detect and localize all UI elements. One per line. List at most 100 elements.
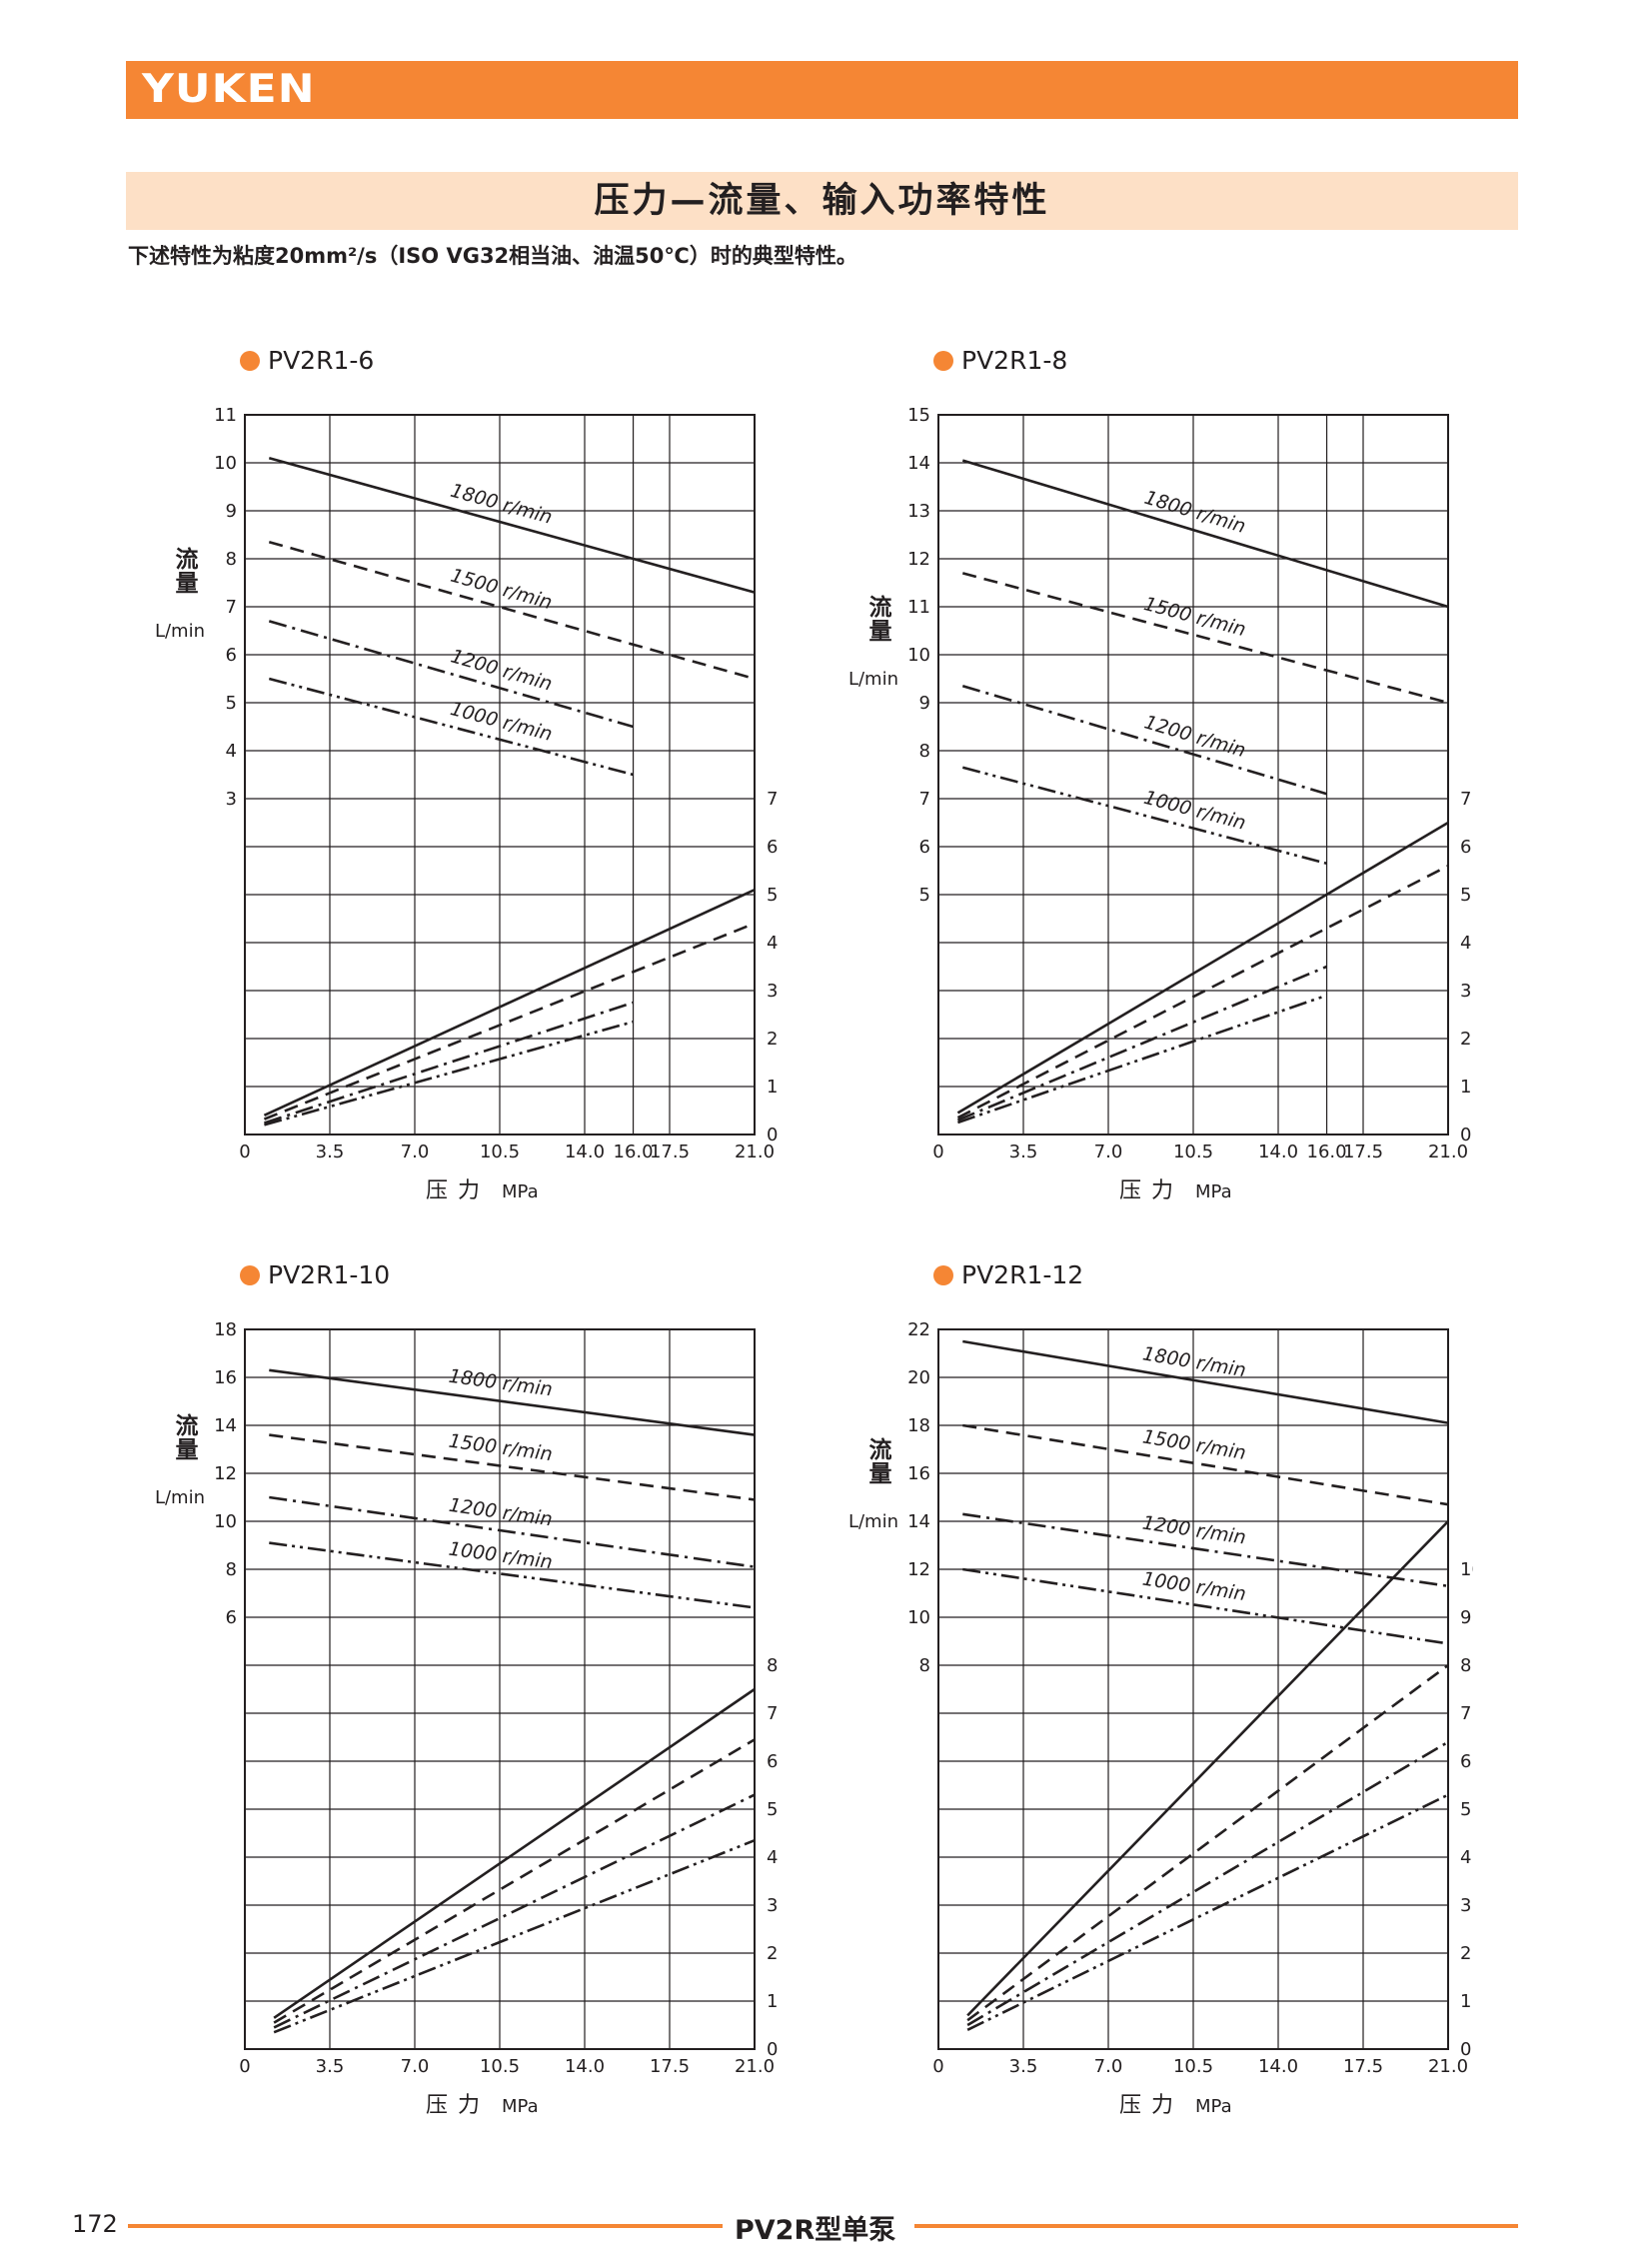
flow-series-line (961, 459, 1449, 609)
x-tick-label: 14.0 (1258, 2056, 1298, 2077)
flow-tick-label: 5 (226, 693, 237, 714)
x-tick-label: 7.0 (401, 2056, 430, 2077)
flow-tick-label: 11 (907, 597, 930, 618)
power-tick-label: 6 (767, 837, 778, 858)
flow-tick-label: 3 (226, 789, 237, 810)
plot-frame (937, 1328, 1449, 2050)
chart-pv2r1-12: PV2R1-12 0 3.5 7.0 10.5 14.0 17.5 21.0 8 10 12 14 16… (833, 1254, 1473, 2154)
x-tick-label: 10.5 (1173, 1141, 1213, 1162)
x-tick-label: 21.0 (735, 2056, 775, 2077)
power-tick-label: 5 (767, 885, 778, 906)
flow-tick-label: 16 (907, 1463, 930, 1484)
pressure-axis-unit: MPa (502, 1181, 539, 1202)
plot-frame (244, 414, 756, 1135)
x-tick-label: 0 (932, 2056, 943, 2077)
x-tick-label: 7.0 (1094, 2056, 1123, 2077)
footer-rule-right (914, 2224, 1518, 2228)
chart-pv2r1-8: PV2R1-8 0 3.5 7.0 10.5 14.0 16.0 17.5 21.0 5 6 7 8 9 1… (833, 340, 1473, 1239)
flow-tick-label: 12 (214, 1463, 237, 1484)
power-tick-label: 0 (767, 1125, 778, 1145)
power-series-line (956, 821, 1449, 1115)
flow-axis-unit: L/min (155, 1487, 205, 1508)
x-tick-label: 10.5 (1173, 2056, 1213, 2077)
power-tick-label: 4 (1460, 933, 1471, 954)
footer-title: PV2R型单泵 (735, 2215, 896, 2246)
power-tick-label: 7 (1460, 1703, 1471, 1724)
x-tick-label: 0 (932, 1141, 943, 1162)
orange-bullet-icon (933, 1265, 953, 1285)
flow-tick-label: 8 (919, 1655, 930, 1676)
power-tick-label: 4 (767, 933, 778, 954)
flow-series-line (268, 540, 756, 681)
flow-tick-label: 6 (226, 645, 237, 666)
x-tick-label: 14.0 (565, 2056, 605, 2077)
power-series-line (966, 1793, 1449, 2031)
flow-tick-label: 14 (907, 453, 930, 474)
power-series-line (273, 1838, 756, 2034)
power-tick-label: 1 (1460, 1077, 1471, 1098)
power-series-line (956, 865, 1449, 1120)
flow-axis-label-char: 量 (869, 1461, 892, 1487)
flow-series-line (961, 766, 1327, 866)
power-tick-label: 3 (767, 981, 778, 1002)
power-tick-label: 7 (767, 1703, 778, 1724)
x-tick-label: 10.5 (480, 2056, 520, 2077)
flow-series-line (962, 1567, 1449, 1645)
x-tick-label: 16.0 (614, 1141, 654, 1162)
chart-svg: 0 3.5 7.0 10.5 14.0 17.5 21.068101214161801234… (155, 1319, 778, 2118)
flow-axis-unit: L/min (848, 669, 898, 690)
power-tick-label: 0 (1460, 2039, 1471, 2060)
series-speed-label: 1200 r/min (448, 1494, 555, 1531)
x-tick-label: 7.0 (1094, 1141, 1123, 1162)
flow-axis-label-char: 流 (176, 1412, 199, 1439)
power-tick-label: 7 (1460, 789, 1471, 810)
power-tick-label: 2 (767, 1943, 778, 1964)
chart-title: PV2R1-6 (240, 346, 374, 375)
flow-tick-label: 18 (214, 1319, 237, 1340)
page-title: 压力—流量、输入功率特性 (594, 181, 1050, 221)
power-tick-label: 2 (1460, 1943, 1471, 1964)
flow-tick-label: 5 (919, 885, 930, 906)
power-tick-label: 2 (1460, 1029, 1471, 1050)
chart-title: PV2R1-10 (240, 1260, 390, 1289)
pressure-axis-unit: MPa (1195, 1181, 1232, 1202)
flow-series-line (268, 620, 634, 729)
x-tick-label: 7.0 (401, 1141, 430, 1162)
power-tick-label: 5 (1460, 1799, 1471, 1820)
x-tick-label: 14.0 (565, 1141, 605, 1162)
power-tick-label: 0 (1460, 1125, 1471, 1145)
flow-series-line (268, 677, 634, 777)
x-tick-label: 16.0 (1307, 1141, 1347, 1162)
power-tick-label: 3 (1460, 1895, 1471, 1916)
power-tick-label: 4 (1460, 1847, 1471, 1868)
power-tick-label: 4 (767, 1847, 778, 1868)
orange-bullet-icon (933, 351, 953, 371)
flow-series-line (268, 456, 756, 594)
power-tick-label: 7 (767, 789, 778, 810)
flow-series-line (269, 1368, 756, 1436)
flow-series-line (269, 1541, 756, 1609)
series-speed-label: 1800 r/min (1141, 1342, 1248, 1381)
flow-series-line (269, 1433, 756, 1501)
flow-tick-label: 18 (907, 1415, 930, 1436)
page-number: 172 (72, 2210, 118, 2238)
flow-tick-label: 14 (907, 1511, 930, 1532)
footer-rule-left (128, 2224, 723, 2228)
power-tick-label: 1 (1460, 1991, 1471, 2012)
brand-header-bar: YUKEN (126, 61, 1518, 119)
flow-axis-label-char: 量 (869, 619, 892, 645)
flow-tick-label: 15 (907, 405, 930, 426)
chart-title: PV2R1-12 (933, 1260, 1083, 1289)
power-tick-label: 8 (767, 1655, 778, 1676)
x-tick-label: 3.5 (316, 1141, 345, 1162)
flow-tick-label: 8 (226, 549, 237, 570)
flow-series-line (962, 1339, 1449, 1424)
flow-tick-label: 11 (214, 405, 237, 426)
pressure-axis-label: 压力 (1119, 1178, 1183, 1203)
x-tick-label: 17.5 (1343, 2056, 1383, 2077)
x-tick-label: 3.5 (1009, 1141, 1038, 1162)
flow-tick-label: 8 (226, 1559, 237, 1580)
flow-axis-unit: L/min (155, 621, 205, 642)
power-tick-label: 6 (767, 1751, 778, 1772)
chart-title: PV2R1-8 (933, 346, 1067, 375)
